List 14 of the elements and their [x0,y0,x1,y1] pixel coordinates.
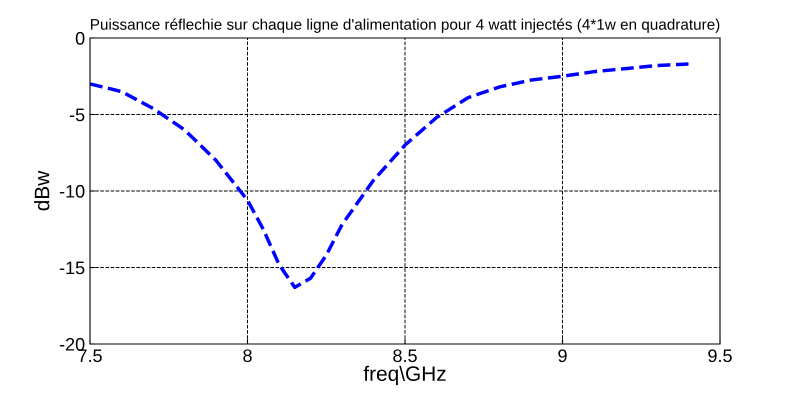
x-tick-label: 8.5 [393,349,417,362]
x-tick-label: 8 [243,349,252,362]
y-tick-label: 0 [76,32,84,45]
x-tick-label: 9.5 [708,349,732,362]
y-tick-label: -5 [70,108,84,122]
y-axis-title: dBw [34,170,50,210]
y-tick-label: -10 [60,184,84,198]
chart-title: Puissance réflechie sur chaque ligne d'alimentation pour 4 watt injectés (4*1w en quadrature) [91,18,720,33]
y-tick-label: -15 [60,262,84,274]
x-axis-title: freq\GHz [364,366,446,386]
x-tick-label: 7.5 [78,350,102,362]
y-tick-label: -20 [60,338,84,351]
x-tick-label: 9 [558,349,567,362]
line-series [90,62,690,290]
